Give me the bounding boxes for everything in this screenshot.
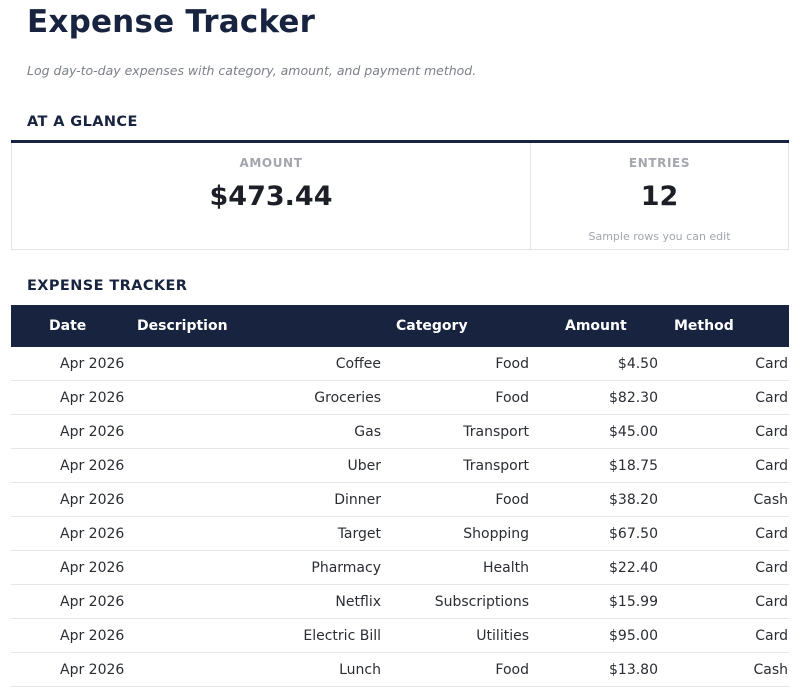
method-cell[interactable]: Cash [658,652,789,687]
description-cell[interactable]: Target [137,516,381,551]
amount-cell[interactable]: $4.50 [529,347,658,381]
page-title: Expense Tracker [27,4,316,40]
method-cell[interactable]: Card [658,618,789,653]
date-cell[interactable]: Apr 2026 [11,448,137,483]
category-cell[interactable]: Transport [381,414,529,449]
date-cell[interactable]: Apr 2026 [11,380,137,415]
description-cell[interactable]: Electric Bill [137,618,381,653]
page-subtitle: Log day-to-day expenses with category, a… [27,63,477,78]
at-a-glance-heading: AT A GLANCE [27,114,138,130]
method-cell[interactable]: Card [658,584,789,619]
expense-tracker-heading: EXPENSE TRACKER [27,278,188,294]
amount-stat-card: AMOUNT $473.44 [11,143,530,250]
amount-stat-value: $473.44 [209,181,333,212]
table-row[interactable]: Apr 2026 Dinner Food $38.20 Cash [11,482,789,517]
entries-stat-card: ENTRIES 12 Sample rows you can edit [530,143,789,250]
date-cell[interactable]: Apr 2026 [11,550,137,585]
category-cell[interactable]: Shopping [381,516,529,551]
description-cell[interactable]: Gas [137,414,381,449]
amount-stat-label: AMOUNT [239,156,303,170]
table-header-row: Date Description Category Amount Method [11,305,789,347]
date-cell[interactable]: Apr 2026 [11,618,137,653]
description-cell[interactable]: Lunch [137,652,381,687]
category-cell[interactable]: Food [381,652,529,687]
method-cell[interactable]: Card [658,448,789,483]
amount-cell[interactable]: $45.00 [529,414,658,449]
entries-stat-note: Sample rows you can edit [588,230,731,243]
amount-cell[interactable]: $82.30 [529,380,658,415]
category-cell[interactable]: Food [381,347,529,381]
column-header-category[interactable]: Category [396,318,468,334]
amount-cell[interactable]: $38.20 [529,482,658,517]
entries-stat-value: 12 [640,181,679,212]
category-cell[interactable]: Transport [381,448,529,483]
amount-cell[interactable]: $15.99 [529,584,658,619]
table-row[interactable]: Apr 2026 Pharmacy Health $22.40 Card [11,550,789,585]
date-cell[interactable]: Apr 2026 [11,516,137,551]
method-cell[interactable]: Cash [658,482,789,517]
description-cell[interactable]: Groceries [137,380,381,415]
category-cell[interactable]: Food [381,482,529,517]
at-a-glance-panel: AMOUNT $473.44 ENTRIES 12 Sample rows yo… [11,140,789,250]
method-cell[interactable]: Card [658,550,789,585]
expense-table: Date Description Category Amount Method … [11,305,789,687]
column-header-date[interactable]: Date [49,318,87,334]
description-cell[interactable]: Pharmacy [137,550,381,585]
table-row[interactable]: Apr 2026 Coffee Food $4.50 Card [11,347,789,381]
column-header-description[interactable]: Description [137,318,228,334]
date-cell[interactable]: Apr 2026 [11,347,137,381]
column-header-method[interactable]: Method [674,318,734,334]
date-cell[interactable]: Apr 2026 [11,414,137,449]
entries-stat-label: ENTRIES [628,156,691,170]
amount-cell[interactable]: $67.50 [529,516,658,551]
table-row[interactable]: Apr 2026 Netflix Subscriptions $15.99 Ca… [11,584,789,619]
amount-cell[interactable]: $95.00 [529,618,658,653]
category-cell[interactable]: Food [381,380,529,415]
description-cell[interactable]: Coffee [137,347,381,381]
category-cell[interactable]: Subscriptions [381,584,529,619]
table-row[interactable]: Apr 2026 Electric Bill Utilities $95.00 … [11,618,789,653]
date-cell[interactable]: Apr 2026 [11,482,137,517]
method-cell[interactable]: Card [658,414,789,449]
category-cell[interactable]: Health [381,550,529,585]
amount-cell[interactable]: $18.75 [529,448,658,483]
category-cell[interactable]: Utilities [381,618,529,653]
method-cell[interactable]: Card [658,347,789,381]
date-cell[interactable]: Apr 2026 [11,584,137,619]
description-cell[interactable]: Uber [137,448,381,483]
description-cell[interactable]: Dinner [137,482,381,517]
table-row[interactable]: Apr 2026 Uber Transport $18.75 Card [11,448,789,483]
table-row[interactable]: Apr 2026 Groceries Food $82.30 Card [11,380,789,415]
description-cell[interactable]: Netflix [137,584,381,619]
table-row[interactable]: Apr 2026 Target Shopping $67.50 Card [11,516,789,551]
table-row[interactable]: Apr 2026 Gas Transport $45.00 Card [11,414,789,449]
column-header-amount[interactable]: Amount [565,318,627,334]
method-cell[interactable]: Card [658,516,789,551]
date-cell[interactable]: Apr 2026 [11,652,137,687]
method-cell[interactable]: Card [658,380,789,415]
amount-cell[interactable]: $13.80 [529,652,658,687]
table-row[interactable]: Apr 2026 Lunch Food $13.80 Cash [11,652,789,687]
amount-cell[interactable]: $22.40 [529,550,658,585]
